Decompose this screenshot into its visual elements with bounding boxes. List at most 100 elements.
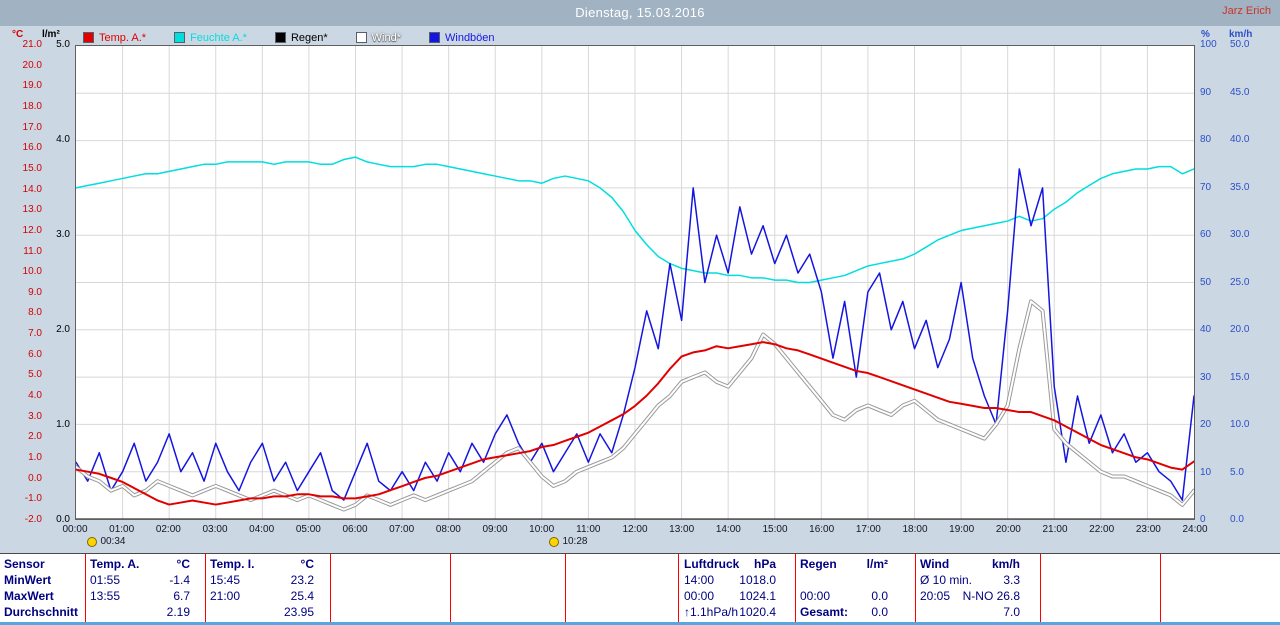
column-separator <box>565 554 566 623</box>
wind-max-time: 20:05 <box>920 589 951 603</box>
x-axis-tick: 00:00 <box>62 524 88 535</box>
rain-axis-tick: 1.0 <box>56 419 70 430</box>
temp-axis-tick: 12.0 <box>22 224 42 236</box>
humidity-axis-tick: 40 <box>1200 324 1212 335</box>
legend-color-chip-icon <box>274 32 286 43</box>
astro-time-marker: 10:28 <box>549 536 587 547</box>
x-axis-tick: 01:00 <box>109 524 135 535</box>
legend-label: Wind* <box>371 31 401 44</box>
legend-color-chip-icon <box>174 32 186 43</box>
temp-axis-tick: 8.0 <box>28 307 42 319</box>
x-axis-tick: 03:00 <box>202 524 228 535</box>
rain-max-time: 00:00 <box>800 589 831 603</box>
x-axis-tick: 19:00 <box>949 524 975 535</box>
x-axis-tick: 08:00 <box>435 524 461 535</box>
pressure-trend: ↑1.1hPa/h <box>684 605 739 619</box>
x-axis-tick: 02:00 <box>155 524 181 535</box>
stat-header-sensor: Sensor <box>4 557 45 571</box>
column-separator <box>1040 554 1041 623</box>
legend-label: Windböen <box>445 31 495 44</box>
wind-axis-tick: 45.0 <box>1230 86 1250 98</box>
pressure-min-time: 14:00 <box>684 573 715 587</box>
x-axis-tick: 22:00 <box>1089 524 1115 535</box>
column-separator <box>1160 554 1161 623</box>
x-axis-tick: 20:00 <box>995 524 1021 535</box>
x-axis-tick: 07:00 <box>389 524 415 535</box>
statistics-table: Sensor MinWert MaxWert Durchschnitt Temp… <box>0 553 1280 623</box>
x-axis-tick: 16:00 <box>809 524 835 535</box>
temp-axis-tick: 9.0 <box>28 286 42 298</box>
col-temp-i-name: Temp. I. <box>210 557 255 571</box>
legend-item: Wind* <box>355 31 401 44</box>
humidity-axis-unit: % <box>1201 29 1210 40</box>
temp-i-avg-value: 23.95 <box>283 605 314 619</box>
rain-axis-tick: 4.0 <box>56 134 70 145</box>
temp-axis-tick: 15.0 <box>22 162 42 174</box>
col-temp-a-name: Temp. A. <box>90 557 140 571</box>
temp-axis-tick: 7.0 <box>28 328 42 340</box>
series-line-Feuchte A.* <box>76 156 1194 284</box>
rain-total-label: Gesamt: <box>800 605 849 619</box>
col-rain-unit: l/m² <box>866 557 888 571</box>
humidity-axis-tick: 90 <box>1200 86 1212 98</box>
temp-axis-unit: °C <box>12 29 24 40</box>
title-bar: Dienstag, 15.03.2016 <box>0 0 1280 26</box>
chart-plot-area[interactable] <box>75 45 1195 520</box>
humidity-axis-tick: 70 <box>1200 181 1212 193</box>
rain-axis-unit: l/m² <box>42 29 60 40</box>
x-axis-tick: 24:00 <box>1182 524 1208 535</box>
x-axis-tick: 12:00 <box>622 524 648 535</box>
temp-axis-tick: 20.0 <box>22 59 42 71</box>
wind-axis-tick: 5.0 <box>1230 466 1244 478</box>
moon-icon <box>549 536 560 547</box>
x-axis-tick: 23:00 <box>1135 524 1161 535</box>
watermark-label: Jarz Erich <box>1222 5 1271 17</box>
temp-a-max-value: 6.7 <box>173 589 190 603</box>
rain-axis-tick: 2.0 <box>56 324 70 335</box>
wind-axis-tick: 35.0 <box>1230 181 1250 193</box>
x-axis-tick: 05:00 <box>295 524 321 535</box>
legend-label: Regen* <box>290 31 328 44</box>
wind-axis-tick: 50.0 <box>1230 39 1250 50</box>
wind-min-label: Ø 10 min. <box>920 573 973 587</box>
x-axis-tick: 06:00 <box>342 524 368 535</box>
temp-i-max-value: 25.4 <box>290 589 314 603</box>
col-temp-a-unit: °C <box>176 557 190 571</box>
astro-time-label: 00:34 <box>100 536 126 547</box>
column-separator <box>330 554 331 623</box>
wind-axis-tick: 20.0 <box>1230 324 1250 335</box>
legend-item: Regen* <box>274 31 328 44</box>
wind-axis-tick: 15.0 <box>1230 371 1250 383</box>
temp-axis-tick: 14.0 <box>22 183 42 195</box>
rain-axis-tick: 5.0 <box>56 39 70 50</box>
col-pressure-unit: hPa <box>753 557 776 571</box>
col-wind-name: Wind <box>920 557 950 571</box>
temp-axis-tick: 1.0 <box>28 452 42 464</box>
temp-axis-tick: 5.0 <box>28 369 42 381</box>
wind-axis-tick: 30.0 <box>1230 229 1250 240</box>
wind-axis-tick: 25.0 <box>1230 276 1250 288</box>
x-axis-tick: 17:00 <box>855 524 881 535</box>
column-separator <box>85 554 86 623</box>
temp-i-max-time: 21:00 <box>210 589 241 603</box>
temp-i-min-value: 23.2 <box>290 573 314 587</box>
col-wind-unit: km/h <box>991 557 1020 571</box>
stat-row-minwert: MinWert <box>4 573 52 587</box>
wind-axis-tick: 10.0 <box>1230 419 1250 430</box>
rain-axis-tick: 3.0 <box>56 229 70 240</box>
x-axis-tick: 18:00 <box>902 524 928 535</box>
column-separator <box>450 554 451 623</box>
wind-avg-value: 7.0 <box>1003 605 1020 619</box>
humidity-axis-tick: 30 <box>1200 371 1212 383</box>
temp-axis-tick: 0.0 <box>28 472 42 484</box>
temp-axis-tick: 19.0 <box>22 80 42 92</box>
wind-axis-unit: km/h <box>1229 29 1253 40</box>
temp-axis-tick: 3.0 <box>28 410 42 422</box>
x-axis-tick: 10:00 <box>529 524 555 535</box>
rain-max-value: 0.0 <box>871 589 888 603</box>
wind-axis-tick: 0.0 <box>1230 514 1244 525</box>
temp-axis-tick: -1.0 <box>24 493 42 505</box>
series-line-Windböen <box>76 168 1194 501</box>
stat-row-avg: Durchschnitt <box>4 605 79 619</box>
